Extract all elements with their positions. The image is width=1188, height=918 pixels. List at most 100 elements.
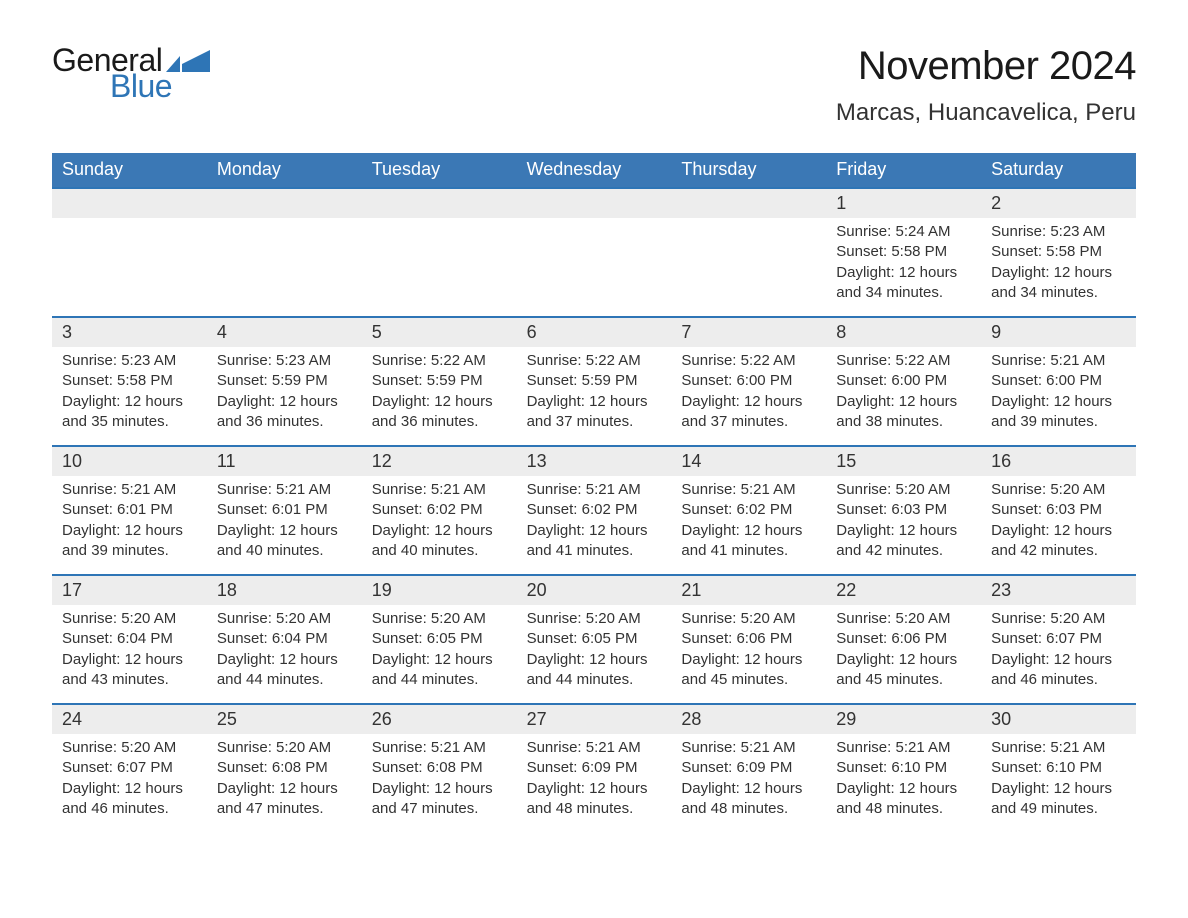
sunrise-text: Sunrise: 5:20 AM bbox=[681, 609, 816, 629]
sunrise-text: Sunrise: 5:23 AM bbox=[62, 351, 197, 371]
sunset-text: Sunset: 5:58 PM bbox=[836, 242, 971, 262]
day-number: 9 bbox=[981, 318, 1136, 347]
sunset-text: Sunset: 6:02 PM bbox=[527, 500, 662, 520]
sunset-text: Sunset: 6:08 PM bbox=[372, 758, 507, 778]
daylight-text: Daylight: 12 hours and 47 minutes. bbox=[217, 779, 352, 820]
sunrise-text: Sunrise: 5:21 AM bbox=[372, 480, 507, 500]
daylight-text: Daylight: 12 hours and 36 minutes. bbox=[217, 392, 352, 433]
day-number: 18 bbox=[207, 576, 362, 605]
sunrise-text: Sunrise: 5:21 AM bbox=[527, 480, 662, 500]
day-number bbox=[362, 189, 517, 218]
day-number: 7 bbox=[671, 318, 826, 347]
daylight-text: Daylight: 12 hours and 43 minutes. bbox=[62, 650, 197, 691]
day-number: 27 bbox=[517, 705, 672, 734]
day-number: 26 bbox=[362, 705, 517, 734]
daylight-text: Daylight: 12 hours and 35 minutes. bbox=[62, 392, 197, 433]
day-cell: Sunrise: 5:20 AMSunset: 6:07 PMDaylight:… bbox=[52, 734, 207, 832]
weekday-header-row: SundayMondayTuesdayWednesdayThursdayFrid… bbox=[52, 153, 1136, 187]
daylight-text: Daylight: 12 hours and 47 minutes. bbox=[372, 779, 507, 820]
daylight-text: Daylight: 12 hours and 39 minutes. bbox=[62, 521, 197, 562]
day-number: 29 bbox=[826, 705, 981, 734]
sunset-text: Sunset: 6:09 PM bbox=[527, 758, 662, 778]
day-cell: Sunrise: 5:23 AMSunset: 5:59 PMDaylight:… bbox=[207, 347, 362, 445]
sunset-text: Sunset: 6:00 PM bbox=[836, 371, 971, 391]
day-number: 1 bbox=[826, 189, 981, 218]
day-cell: Sunrise: 5:20 AMSunset: 6:06 PMDaylight:… bbox=[671, 605, 826, 703]
day-cell: Sunrise: 5:20 AMSunset: 6:03 PMDaylight:… bbox=[826, 476, 981, 574]
sunset-text: Sunset: 6:00 PM bbox=[991, 371, 1126, 391]
sunrise-text: Sunrise: 5:21 AM bbox=[991, 738, 1126, 758]
weeks-container: 12Sunrise: 5:24 AMSunset: 5:58 PMDayligh… bbox=[52, 187, 1136, 832]
logo-text-blue: Blue bbox=[110, 70, 210, 102]
day-cell: Sunrise: 5:20 AMSunset: 6:04 PMDaylight:… bbox=[52, 605, 207, 703]
day-number: 22 bbox=[826, 576, 981, 605]
day-number: 2 bbox=[981, 189, 1136, 218]
day-number: 16 bbox=[981, 447, 1136, 476]
daynum-strip: 17181920212223 bbox=[52, 574, 1136, 605]
sunset-text: Sunset: 6:03 PM bbox=[991, 500, 1126, 520]
daylight-text: Daylight: 12 hours and 37 minutes. bbox=[681, 392, 816, 433]
sunrise-text: Sunrise: 5:23 AM bbox=[217, 351, 352, 371]
sunrise-text: Sunrise: 5:22 AM bbox=[527, 351, 662, 371]
day-cell: Sunrise: 5:21 AMSunset: 6:09 PMDaylight:… bbox=[671, 734, 826, 832]
sunrise-text: Sunrise: 5:20 AM bbox=[991, 480, 1126, 500]
day-cell: Sunrise: 5:20 AMSunset: 6:07 PMDaylight:… bbox=[981, 605, 1136, 703]
sunset-text: Sunset: 6:02 PM bbox=[372, 500, 507, 520]
day-number bbox=[52, 189, 207, 218]
sunrise-text: Sunrise: 5:20 AM bbox=[527, 609, 662, 629]
sunrise-text: Sunrise: 5:22 AM bbox=[836, 351, 971, 371]
day-cell: Sunrise: 5:22 AMSunset: 5:59 PMDaylight:… bbox=[362, 347, 517, 445]
sunset-text: Sunset: 5:59 PM bbox=[527, 371, 662, 391]
sunset-text: Sunset: 6:01 PM bbox=[217, 500, 352, 520]
day-cell: Sunrise: 5:20 AMSunset: 6:05 PMDaylight:… bbox=[362, 605, 517, 703]
day-body-row: Sunrise: 5:24 AMSunset: 5:58 PMDaylight:… bbox=[52, 218, 1136, 316]
day-number: 3 bbox=[52, 318, 207, 347]
topbar: General Blue November 2024 Marcas, Huanc… bbox=[52, 44, 1136, 127]
daynum-strip: 24252627282930 bbox=[52, 703, 1136, 734]
sunset-text: Sunset: 5:58 PM bbox=[62, 371, 197, 391]
day-number bbox=[207, 189, 362, 218]
sunrise-text: Sunrise: 5:20 AM bbox=[217, 609, 352, 629]
day-cell: Sunrise: 5:21 AMSunset: 6:00 PMDaylight:… bbox=[981, 347, 1136, 445]
sunrise-text: Sunrise: 5:24 AM bbox=[836, 222, 971, 242]
sunrise-text: Sunrise: 5:20 AM bbox=[991, 609, 1126, 629]
day-number: 14 bbox=[671, 447, 826, 476]
day-body-row: Sunrise: 5:23 AMSunset: 5:58 PMDaylight:… bbox=[52, 347, 1136, 445]
sunrise-text: Sunrise: 5:20 AM bbox=[217, 738, 352, 758]
daylight-text: Daylight: 12 hours and 36 minutes. bbox=[372, 392, 507, 433]
title-block: November 2024 Marcas, Huancavelica, Peru bbox=[836, 44, 1136, 127]
sunrise-text: Sunrise: 5:21 AM bbox=[681, 480, 816, 500]
sunrise-text: Sunrise: 5:21 AM bbox=[217, 480, 352, 500]
day-number: 8 bbox=[826, 318, 981, 347]
day-number: 4 bbox=[207, 318, 362, 347]
sunrise-text: Sunrise: 5:20 AM bbox=[62, 738, 197, 758]
day-cell bbox=[517, 218, 672, 316]
day-number: 5 bbox=[362, 318, 517, 347]
sunrise-text: Sunrise: 5:21 AM bbox=[991, 351, 1126, 371]
day-number: 12 bbox=[362, 447, 517, 476]
day-cell bbox=[207, 218, 362, 316]
day-cell: Sunrise: 5:20 AMSunset: 6:05 PMDaylight:… bbox=[517, 605, 672, 703]
sunset-text: Sunset: 6:05 PM bbox=[527, 629, 662, 649]
sunrise-text: Sunrise: 5:20 AM bbox=[836, 480, 971, 500]
weekday-label: Monday bbox=[207, 153, 362, 187]
sunset-text: Sunset: 6:07 PM bbox=[62, 758, 197, 778]
weekday-label: Wednesday bbox=[517, 153, 672, 187]
day-cell: Sunrise: 5:20 AMSunset: 6:08 PMDaylight:… bbox=[207, 734, 362, 832]
day-cell: Sunrise: 5:22 AMSunset: 5:59 PMDaylight:… bbox=[517, 347, 672, 445]
sunset-text: Sunset: 6:02 PM bbox=[681, 500, 816, 520]
day-number: 15 bbox=[826, 447, 981, 476]
daylight-text: Daylight: 12 hours and 39 minutes. bbox=[991, 392, 1126, 433]
day-cell bbox=[52, 218, 207, 316]
sunset-text: Sunset: 6:07 PM bbox=[991, 629, 1126, 649]
daynum-strip: 12 bbox=[52, 187, 1136, 218]
day-number: 10 bbox=[52, 447, 207, 476]
day-number bbox=[671, 189, 826, 218]
day-cell: Sunrise: 5:21 AMSunset: 6:02 PMDaylight:… bbox=[517, 476, 672, 574]
sunrise-text: Sunrise: 5:22 AM bbox=[681, 351, 816, 371]
daylight-text: Daylight: 12 hours and 41 minutes. bbox=[527, 521, 662, 562]
day-number: 28 bbox=[671, 705, 826, 734]
daylight-text: Daylight: 12 hours and 38 minutes. bbox=[836, 392, 971, 433]
sunset-text: Sunset: 6:04 PM bbox=[217, 629, 352, 649]
daylight-text: Daylight: 12 hours and 48 minutes. bbox=[527, 779, 662, 820]
